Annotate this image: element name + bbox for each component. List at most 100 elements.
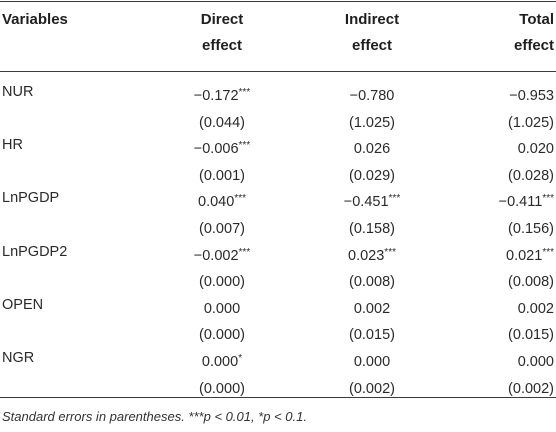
table-footnote: Standard errors in parentheses. ***p < 0… bbox=[2, 409, 307, 424]
header-total-line1: Total bbox=[519, 11, 554, 28]
total-value: −0.411 bbox=[498, 194, 543, 211]
header-indirect-line2: effect bbox=[351, 37, 392, 54]
total-value-cell: −0.953 bbox=[434, 79, 554, 110]
total-value-cell: −0.411*** bbox=[434, 185, 554, 216]
direct-significance: *** bbox=[234, 193, 246, 205]
direct-value-cell: −0.006*** bbox=[162, 132, 282, 163]
total-value-cell: (0.008) bbox=[434, 265, 554, 296]
header-total-effect: Total effect bbox=[454, 7, 554, 59]
total-value: (0.015) bbox=[508, 327, 554, 344]
indirect-value: (0.008) bbox=[349, 274, 395, 291]
header-direct-line1: Direct bbox=[200, 11, 244, 28]
direct-value: (0.007) bbox=[199, 221, 245, 237]
direct-value: −0.002 bbox=[193, 247, 239, 264]
indirect-value: (1.025) bbox=[349, 114, 395, 131]
total-value: (0.002) bbox=[508, 380, 554, 397]
indirect-value: 0.002 bbox=[353, 300, 391, 317]
direct-value: (0.000) bbox=[199, 380, 245, 397]
indirect-value-cell: 0.002 bbox=[312, 292, 432, 323]
total-value-cell: 0.000 bbox=[434, 345, 554, 376]
total-value-cell: 0.020 bbox=[434, 132, 554, 163]
total-value-cell: (0.002) bbox=[434, 372, 554, 403]
variable-name: OPEN bbox=[2, 296, 44, 313]
table-row: (0.000) (0.008) (0.008) bbox=[0, 265, 556, 292]
indirect-value-cell: (0.015) bbox=[312, 318, 432, 349]
variable-name: LnPGDP2 bbox=[2, 243, 68, 260]
indirect-value: 0.026 bbox=[353, 141, 391, 158]
total-value: (0.008) bbox=[508, 274, 554, 291]
indirect-value-cell: 0.023*** bbox=[312, 239, 432, 270]
indirect-value: 0.000 bbox=[353, 354, 391, 370]
direct-value-cell: (0.007) bbox=[162, 212, 282, 243]
indirect-value-cell: (1.025) bbox=[312, 106, 432, 137]
total-value: 0.000 bbox=[517, 354, 554, 370]
total-value: −0.953 bbox=[509, 88, 554, 104]
indirect-value: 0.023 bbox=[348, 247, 385, 264]
direct-value-cell: −0.172*** bbox=[162, 79, 282, 110]
table-row: HR −0.006*** 0.026 0.020 bbox=[0, 132, 556, 159]
direct-significance: * bbox=[238, 353, 243, 364]
table-row: (0.000) (0.015) (0.015) bbox=[0, 318, 556, 345]
total-value-cell: (0.015) bbox=[434, 318, 554, 349]
direct-value: (0.000) bbox=[199, 274, 245, 291]
indirect-value-cell: 0.000 bbox=[312, 345, 432, 376]
table-row: (0.000) (0.002) (0.002) bbox=[0, 372, 556, 399]
bottom-rule bbox=[0, 397, 556, 398]
indirect-significance: *** bbox=[388, 193, 401, 205]
variable-name: NUR bbox=[2, 84, 34, 100]
direct-value: −0.006 bbox=[193, 141, 239, 158]
table-row: LnPGDP 0.040*** −0.451*** −0.411*** bbox=[0, 185, 556, 212]
indirect-value-cell: (0.029) bbox=[312, 159, 432, 190]
direct-value: −0.172 bbox=[193, 88, 239, 104]
header-direct-effect: Direct effect bbox=[172, 7, 272, 59]
variable-name: LnPGDP bbox=[2, 190, 60, 207]
header-indirect-effect: Indirect effect bbox=[322, 7, 422, 59]
indirect-value: −0.780 bbox=[349, 88, 395, 104]
indirect-value-cell: (0.002) bbox=[312, 372, 432, 403]
total-value-cell: (1.025) bbox=[434, 106, 554, 137]
top-rule bbox=[0, 1, 556, 2]
indirect-value: (0.002) bbox=[349, 380, 395, 397]
table-row: NUR −0.172*** −0.780 −0.953 bbox=[0, 79, 556, 106]
total-value: 0.021 bbox=[506, 247, 543, 264]
direct-value-cell: 0.000 bbox=[162, 292, 282, 323]
direct-value-cell: 0.040*** bbox=[162, 185, 282, 216]
direct-value: (0.001) bbox=[199, 167, 245, 184]
total-value: 0.002 bbox=[517, 300, 554, 317]
direct-value-cell: (0.000) bbox=[162, 372, 282, 403]
indirect-value-cell: 0.026 bbox=[312, 132, 432, 163]
indirect-value-cell: (0.008) bbox=[312, 265, 432, 296]
total-value: (0.028) bbox=[508, 167, 554, 184]
total-value: (0.156) bbox=[508, 221, 554, 237]
table-row: LnPGDP2 −0.002*** 0.023*** 0.021*** bbox=[0, 239, 556, 266]
indirect-value: (0.158) bbox=[349, 221, 395, 237]
table-row: (0.001) (0.029) (0.028) bbox=[0, 159, 556, 186]
indirect-value: (0.015) bbox=[349, 327, 395, 344]
direct-value-cell: (0.001) bbox=[162, 159, 282, 190]
direct-value-cell: (0.044) bbox=[162, 106, 282, 137]
total-value-cell: (0.156) bbox=[434, 212, 554, 243]
direct-significance: *** bbox=[238, 246, 251, 258]
header-indirect-line1: Indirect bbox=[344, 11, 400, 28]
direct-significance: *** bbox=[238, 87, 251, 98]
direct-value: 0.040 bbox=[198, 194, 235, 211]
total-significance: *** bbox=[542, 193, 554, 205]
total-value: 0.020 bbox=[517, 141, 554, 158]
variable-name: NGR bbox=[2, 350, 35, 366]
indirect-value-cell: −0.780 bbox=[312, 79, 432, 110]
header-total-line2: effect bbox=[513, 37, 554, 54]
direct-value: 0.000 bbox=[201, 354, 239, 370]
direct-significance: *** bbox=[238, 140, 251, 152]
total-value-cell: 0.002 bbox=[434, 292, 554, 323]
header-variables: Variables bbox=[2, 11, 68, 28]
direct-value-cell: (0.000) bbox=[162, 265, 282, 296]
indirect-significance: *** bbox=[384, 246, 396, 258]
indirect-value: (0.029) bbox=[349, 167, 395, 184]
table-row: (0.044) (1.025) (1.025) bbox=[0, 106, 556, 133]
table-row: (0.007) (0.158) (0.156) bbox=[0, 212, 556, 239]
indirect-value: −0.451 bbox=[343, 194, 389, 211]
header-rule bbox=[0, 71, 556, 72]
direct-value-cell: (0.000) bbox=[162, 318, 282, 349]
total-value-cell: 0.021*** bbox=[434, 239, 554, 270]
total-value: (1.025) bbox=[508, 114, 554, 131]
